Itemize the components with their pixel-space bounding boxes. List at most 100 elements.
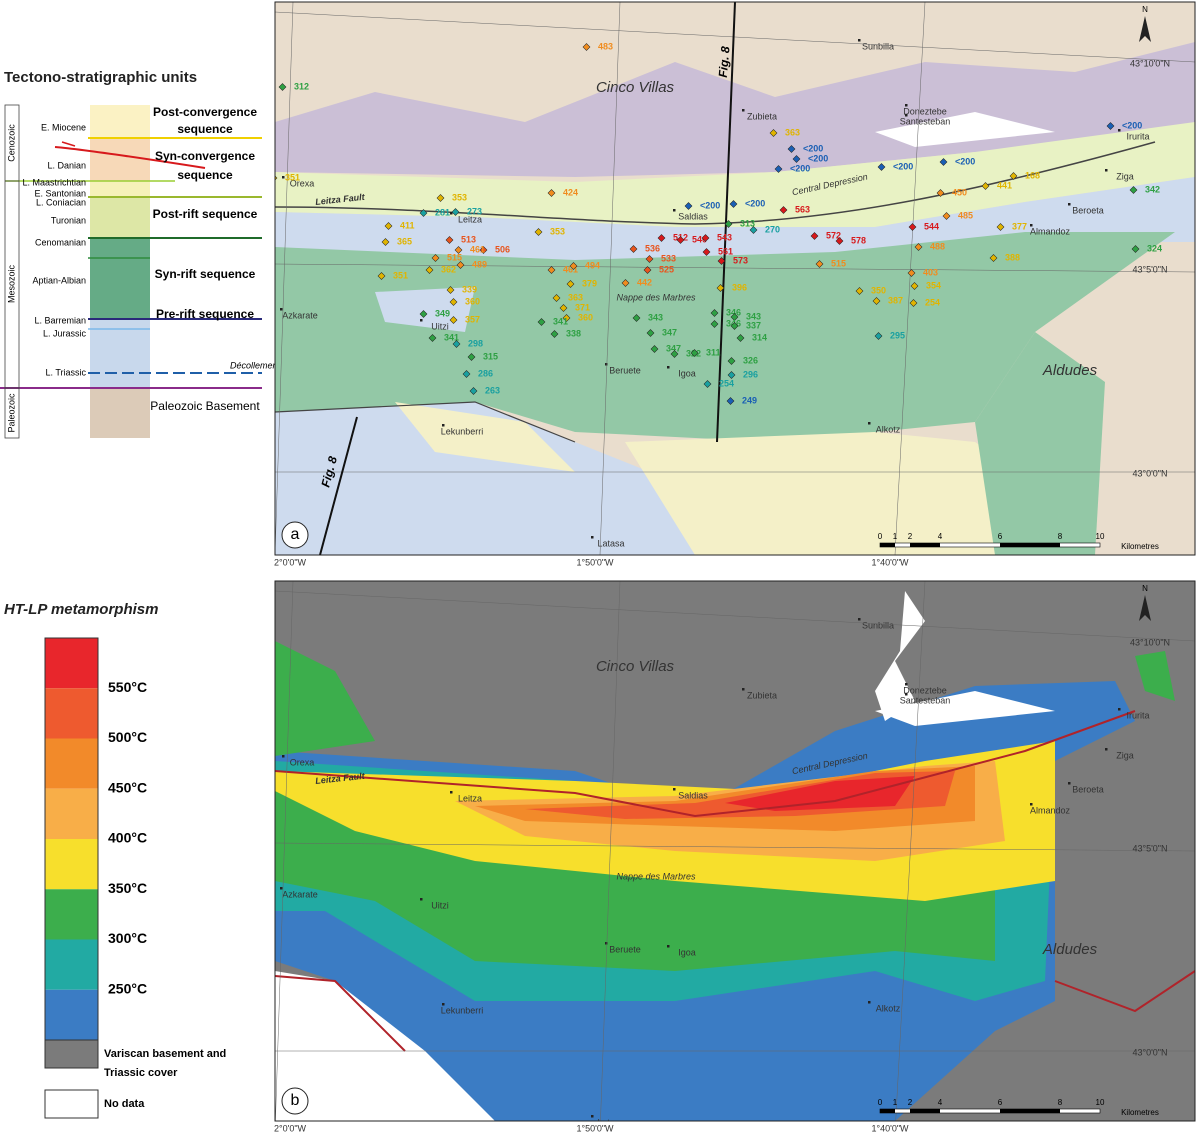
scale-label: 2: [908, 532, 913, 541]
unit-fill: [90, 238, 150, 319]
sample-temperature: 363: [568, 292, 583, 302]
age-label: Cenomanian: [35, 237, 86, 247]
sample-marker: [749, 226, 758, 234]
sample-temperature: 360: [465, 296, 480, 306]
sample-temperature: 281: [435, 207, 450, 217]
sample-marker: [479, 246, 488, 254]
colorbar: 550°C 500°C 450°C 400°C 350°C 300°C 250°C: [44, 637, 147, 1041]
graticule: [275, 590, 1195, 642]
sample-temperature: 536: [645, 243, 660, 253]
place-dot: [282, 176, 285, 179]
sample-temperature: 442: [637, 277, 652, 287]
place-label: Doneztebe: [903, 685, 947, 695]
scale-segment: [910, 543, 940, 547]
sample-temperature: 286: [478, 368, 493, 378]
place-dot: [591, 1115, 594, 1118]
place-label: Orexa: [290, 178, 315, 188]
sample-marker: [877, 163, 886, 171]
sample-temperature: 441: [997, 180, 1012, 190]
legend-b-title: HT-LP metamorphism: [4, 601, 158, 618]
sample-marker: [632, 314, 641, 322]
sample-marker: [730, 322, 739, 330]
place-dot: [905, 114, 908, 117]
sample-temperature: 544: [924, 221, 939, 231]
unit-area: [975, 332, 1105, 555]
graticule: [275, 581, 294, 1121]
sample-marker: [569, 262, 578, 270]
map-frame: [274, 1, 1196, 556]
basement-label: Variscan basement and: [104, 1048, 226, 1060]
age-label: Turonian: [51, 215, 86, 225]
temperature-label: 500°C: [108, 729, 147, 745]
sample-marker: [726, 397, 735, 405]
north-label: N: [1142, 5, 1148, 14]
place-label: Zubieta: [747, 690, 777, 700]
place-dot: [1030, 224, 1033, 227]
place-dot: [1118, 708, 1121, 711]
place-dot: [905, 693, 908, 696]
graticule: [894, 2, 926, 555]
unit-area: [625, 432, 1035, 555]
sample-marker: [629, 245, 638, 253]
sequence-label: Post-rift sequence: [153, 207, 258, 221]
section-label: Fig. 8: [716, 45, 733, 78]
place-label: Beroeta: [1072, 784, 1104, 794]
sample-temperature: 360: [578, 312, 593, 322]
sample-temperature: 483: [598, 41, 613, 51]
sample-marker: [425, 266, 434, 274]
latitude-label: 43°5'0"N: [1132, 264, 1167, 274]
sample-temperature: 354: [926, 280, 941, 290]
sample-marker: [910, 282, 919, 290]
sample-marker: [456, 261, 465, 269]
sample-marker: [835, 237, 844, 245]
sample-marker: [989, 254, 998, 262]
temperature-label: 450°C: [108, 779, 147, 795]
temp-zone: [725, 776, 915, 811]
map-a: Sunbilla Cinco Villas Zubieta DoneztebeSant…: [274, 1, 1196, 556]
colorbar-segment: [45, 638, 98, 689]
sample-temperature: 379: [582, 278, 597, 288]
sample-marker: [710, 309, 719, 317]
place-dot: [1105, 169, 1108, 172]
sample-temperature: 362: [441, 264, 456, 274]
sample-marker: [428, 334, 437, 342]
sample-marker: [1129, 186, 1138, 194]
sample-marker: [787, 145, 796, 153]
sample-marker: [684, 202, 693, 210]
place-label: Irurita: [1126, 131, 1149, 141]
scale-label: 1: [893, 532, 898, 541]
place-label: Beruete: [609, 365, 641, 375]
sample-temperature: 513: [461, 234, 476, 244]
sample-marker: [454, 246, 463, 254]
unit-fill: [90, 181, 150, 197]
scale-label: 4: [938, 532, 943, 541]
place-label: Nappe des Marbres: [616, 871, 696, 881]
place-dot: [868, 422, 871, 425]
place-label: Saldias: [678, 790, 708, 800]
longitude-label: 1°40'0"W: [871, 1123, 909, 1133]
sample-temperature: 347: [666, 343, 681, 353]
place-label: Azkarate: [282, 310, 318, 320]
sample-temperature: 578: [851, 235, 866, 245]
sample-marker: [452, 340, 461, 348]
section-line: [319, 416, 358, 555]
sample-marker: [436, 194, 445, 202]
no-data: [875, 591, 925, 721]
sample-temperature: <200: [1122, 120, 1142, 130]
sample-temperature: 350: [871, 285, 886, 295]
sample-temperature: 388: [1005, 252, 1020, 262]
sample-marker: [736, 334, 745, 342]
era-label: Paleozoic: [6, 393, 16, 433]
place-label: Azkarate: [282, 889, 318, 899]
sequence-label: Paleozoic Basement: [150, 399, 260, 413]
place-label: Santesteban: [900, 695, 951, 705]
north-label: N: [1142, 584, 1148, 593]
sample-marker: [730, 313, 739, 321]
sample-temperature: 341: [553, 316, 568, 326]
sample-marker: [534, 228, 543, 236]
sample-temperature: 341: [444, 332, 459, 342]
thrust: [1054, 970, 1195, 1013]
sample-marker: [384, 222, 393, 230]
sample-marker: [451, 208, 460, 216]
no-data: [875, 691, 1055, 726]
